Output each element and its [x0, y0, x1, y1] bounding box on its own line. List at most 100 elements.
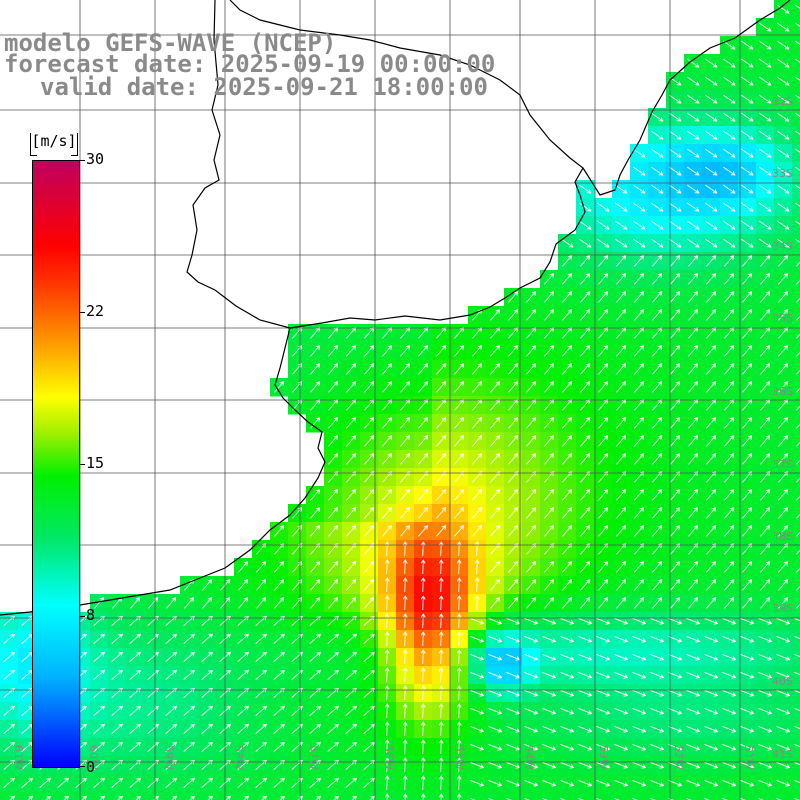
wind-arrow — [153, 795, 159, 800]
wind-arrow — [436, 489, 447, 501]
wind-arrow — [93, 705, 105, 716]
wind-arrow — [742, 273, 753, 285]
wind-arrow — [328, 453, 339, 465]
wind-arrow — [616, 507, 627, 519]
wind-arrow — [740, 130, 754, 140]
wind-cell — [792, 558, 800, 577]
wind-arrow — [309, 633, 321, 644]
wind-arrow — [255, 651, 267, 662]
wind-arrow — [470, 797, 476, 800]
wind-arrow — [562, 435, 573, 447]
wind-arrow — [614, 184, 628, 194]
wind-arrow — [650, 635, 665, 643]
wind-arrow — [369, 795, 375, 800]
wind-arrow — [438, 541, 444, 557]
wind-arrow — [740, 779, 755, 787]
wind-arrow — [508, 489, 519, 501]
wind-arrow — [328, 471, 339, 483]
wind-arrow — [508, 597, 519, 609]
wind-arrow — [400, 507, 411, 519]
wind-arrow — [686, 635, 701, 643]
wind-arrow — [202, 579, 213, 591]
wind-arrow — [598, 345, 609, 357]
wind-arrow — [315, 795, 321, 800]
wind-arrow — [147, 669, 159, 680]
wind-arrow — [760, 291, 771, 303]
wind-arrow — [578, 653, 593, 661]
wind-arrow — [436, 525, 447, 537]
wind-arrow — [508, 363, 519, 375]
wind-arrow — [418, 345, 429, 357]
wind-arrow — [562, 453, 573, 465]
wind-arrow — [634, 579, 645, 591]
wind-cell — [792, 0, 800, 19]
wind-arrow — [454, 453, 465, 465]
wind-arrow — [634, 543, 645, 555]
wind-arrow — [384, 793, 390, 800]
wind-arrow — [508, 309, 519, 321]
wind-arrow — [650, 671, 665, 679]
wind-arrow — [722, 779, 737, 787]
wind-arrow — [670, 579, 681, 591]
wind-arrow — [794, 130, 800, 135]
wind-arrow — [776, 94, 790, 104]
wind-arrow — [688, 579, 699, 591]
wind-arrow — [562, 489, 573, 501]
wind-arrow — [650, 130, 664, 140]
wind-arrow — [508, 435, 519, 447]
wind-arrow — [237, 741, 249, 752]
wind-arrow — [758, 617, 773, 625]
wind-arrow — [722, 202, 736, 212]
wind-arrow — [327, 669, 339, 680]
wind-arrow — [508, 561, 519, 573]
wind-arrow — [704, 617, 719, 625]
wind-arrow — [328, 381, 339, 393]
wind-arrow — [614, 617, 629, 625]
wind-arrow — [596, 689, 611, 697]
wind-arrow — [273, 705, 285, 716]
wind-arrow — [544, 507, 555, 519]
wind-arrow — [274, 579, 285, 591]
wind-arrow — [436, 381, 447, 393]
wind-arrow — [255, 633, 267, 644]
wind-arrow — [544, 381, 555, 393]
wind-arrow — [632, 689, 647, 697]
wind-arrow — [686, 653, 701, 661]
wind-arrow — [796, 297, 800, 303]
wind-arrow — [273, 633, 285, 644]
wind-arrow — [776, 166, 790, 176]
wind-arrow — [400, 471, 411, 483]
wind-arrow — [688, 435, 699, 447]
wind-cell — [792, 360, 800, 379]
wind-cell — [558, 792, 577, 800]
wind-arrow — [616, 417, 627, 429]
wind-arrow — [490, 579, 501, 591]
wind-arrow — [740, 743, 755, 751]
wind-arrow — [420, 757, 426, 773]
wind-arrow — [400, 417, 411, 429]
wind-arrow — [740, 797, 746, 800]
wind-arrow — [165, 669, 177, 680]
wind-arrow — [778, 273, 789, 285]
wind-arrow — [542, 671, 557, 679]
wind-arrow — [346, 543, 357, 555]
wind-arrow — [346, 507, 357, 519]
wind-arrow — [524, 725, 539, 733]
wind-arrow — [93, 651, 105, 662]
wind-arrow — [668, 617, 683, 625]
wind-arrow — [201, 723, 213, 734]
wind-arrow — [596, 671, 611, 679]
wind-arrow — [438, 721, 444, 737]
wind-arrow — [688, 507, 699, 519]
wind-arrow — [794, 58, 800, 63]
wind-arrow — [778, 543, 789, 555]
wind-arrow — [382, 417, 393, 429]
wind-cell — [792, 540, 800, 559]
wind-arrow — [384, 721, 390, 737]
wind-arrow — [776, 671, 791, 679]
wind-arrow — [436, 453, 447, 465]
wind-arrow — [686, 761, 701, 769]
wind-arrow — [670, 543, 681, 555]
wind-arrow — [402, 559, 408, 575]
wind-arrow — [402, 703, 408, 719]
